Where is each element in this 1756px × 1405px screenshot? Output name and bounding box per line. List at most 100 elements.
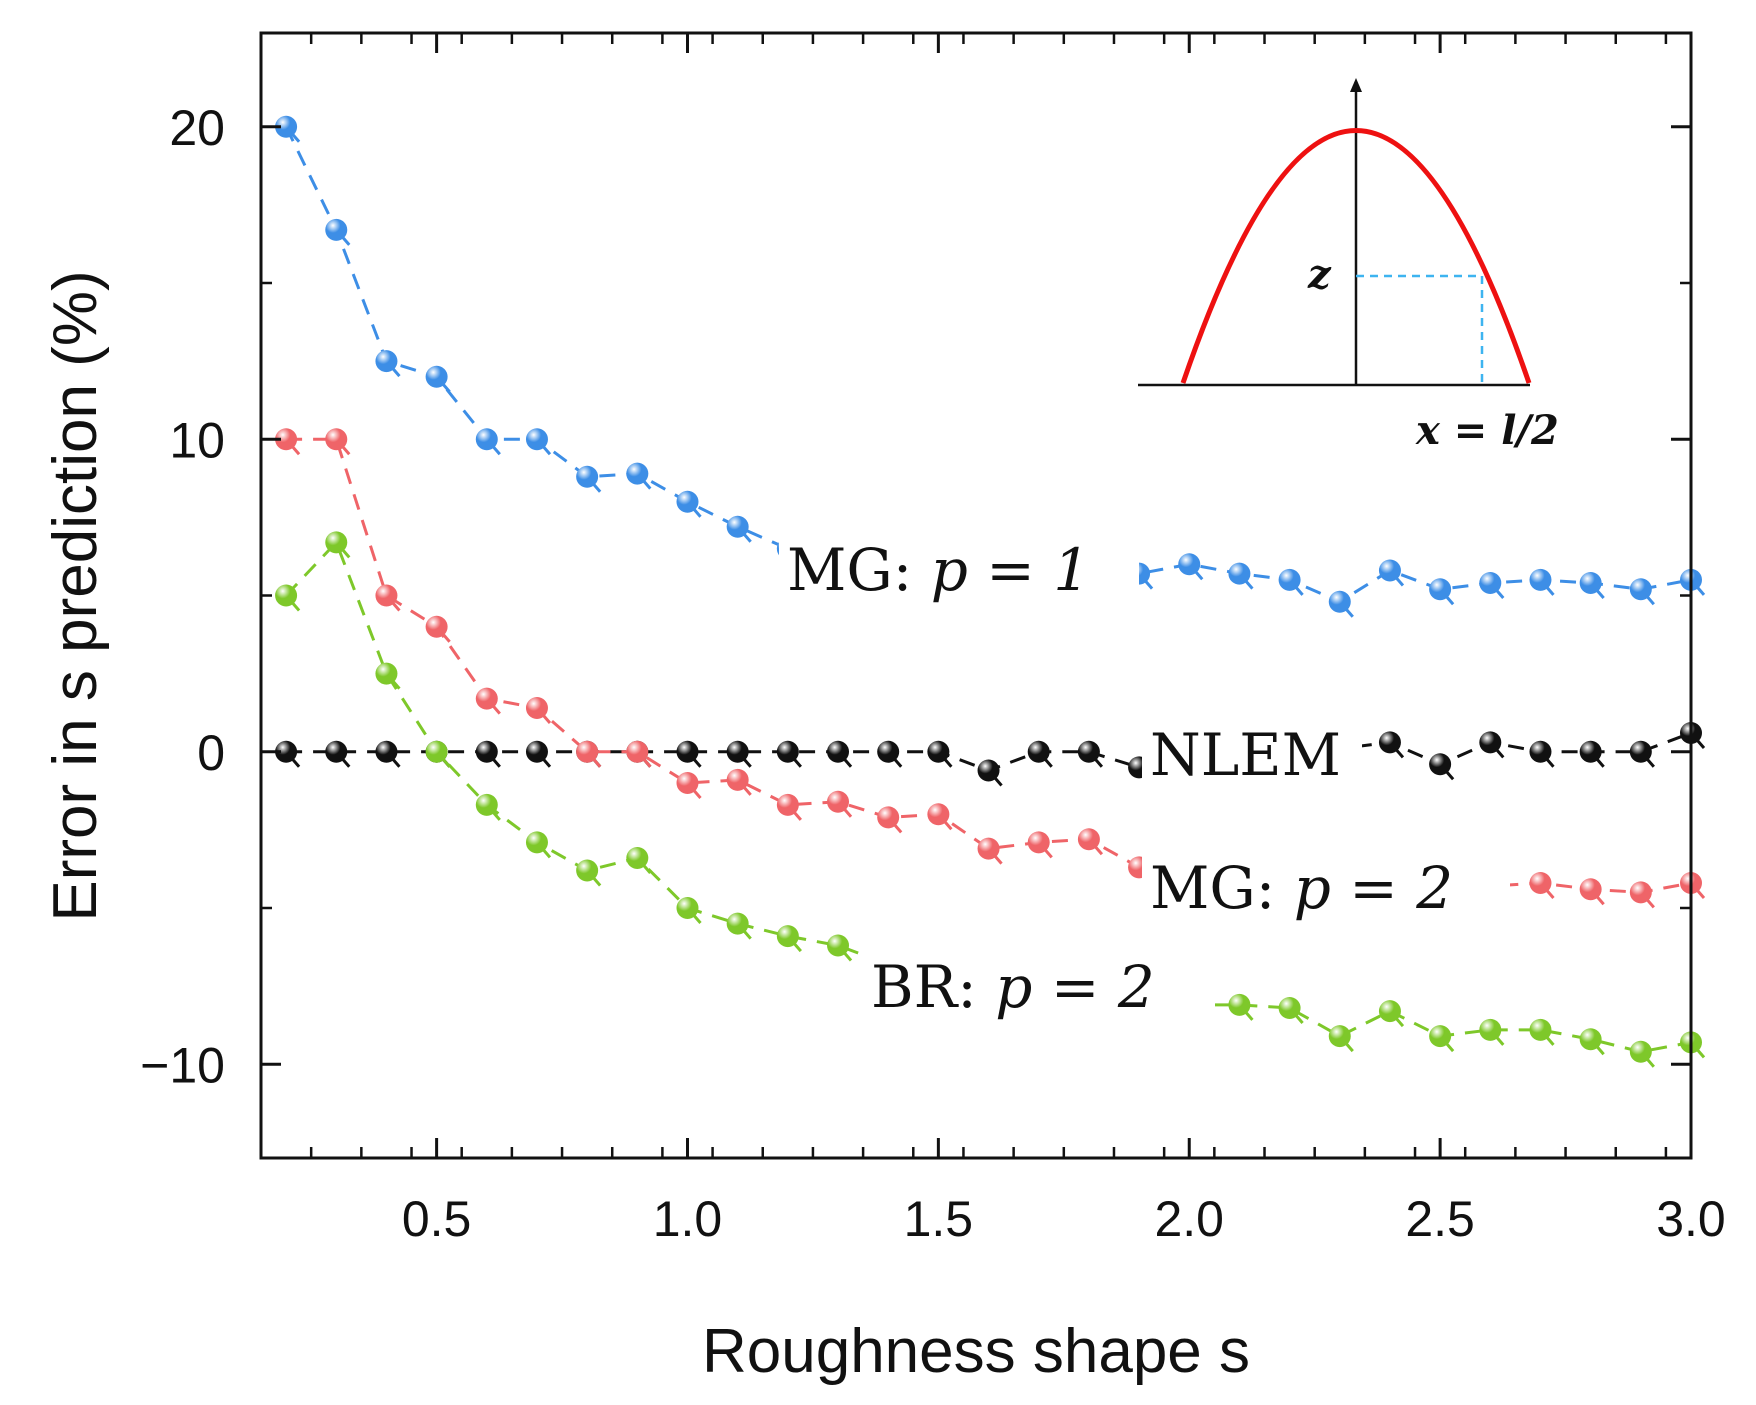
data-point — [1529, 1018, 1552, 1041]
data-point — [475, 687, 498, 710]
data-point — [425, 740, 448, 763]
data-point — [726, 768, 749, 791]
data-point — [977, 759, 1000, 782]
y-tick-label: −10 — [140, 1037, 225, 1093]
data-point — [275, 584, 298, 607]
data-point — [1579, 740, 1602, 763]
data-point — [325, 531, 348, 554]
series-nlem — [275, 722, 1706, 787]
data-point — [275, 115, 298, 138]
data-point — [525, 831, 548, 854]
y-tick-label: 20 — [169, 100, 225, 156]
series-label-text: MG: — [1150, 854, 1294, 922]
series-label-br-p-2: BR: p = 2 — [871, 953, 1155, 1021]
series-mg-p-2 — [275, 428, 1706, 909]
data-point — [375, 662, 398, 685]
data-point — [1579, 1028, 1602, 1051]
data-point — [827, 790, 850, 813]
data-point — [827, 934, 850, 957]
series-label-text: NLEM — [1150, 721, 1341, 789]
series-label-nlem: NLEM — [1150, 721, 1341, 789]
series-label-bg — [863, 949, 1215, 1021]
series-label-bg — [1142, 717, 1362, 789]
data-point — [676, 490, 699, 513]
data-point — [1278, 568, 1301, 591]
axes-layer: 0.5 1.0 1.5 2.0 2.5 3.0 −10 0 10 20 — [140, 33, 1726, 1247]
series-label-text: MG: — [787, 536, 931, 604]
x-axis-title: Roughness shape s — [702, 1317, 1250, 1386]
series-label-mg-p-2: MG: p = 2 — [1150, 854, 1453, 922]
series-line — [284, 126, 1692, 604]
x-tick-label: 0.5 — [402, 1191, 472, 1247]
data-point — [626, 462, 649, 485]
data-point — [1429, 753, 1452, 776]
data-point — [275, 740, 298, 763]
inset-profile-curve — [1180, 128, 1532, 384]
data-point — [1579, 878, 1602, 901]
data-point — [1378, 559, 1401, 582]
x-tick-label: 1.5 — [904, 1191, 974, 1247]
data-point — [275, 428, 298, 451]
data-point — [525, 428, 548, 451]
x-tick-label: 1.0 — [653, 1191, 723, 1247]
data-point — [626, 847, 649, 869]
data-point — [525, 697, 548, 719]
series-label-math: p = 2 — [995, 953, 1155, 1021]
data-point — [726, 740, 749, 763]
data-point — [475, 428, 498, 451]
data-point — [977, 837, 1000, 860]
data-point — [375, 584, 398, 607]
data-point — [475, 793, 498, 816]
series-label-bg — [779, 532, 1139, 604]
data-point — [1378, 1000, 1401, 1023]
y-axis-title: Error in s prediction (%) — [41, 270, 110, 921]
data-point — [325, 740, 348, 763]
data-point — [375, 740, 398, 763]
series-line — [286, 437, 1692, 894]
data-point — [827, 740, 850, 763]
data-point — [475, 740, 498, 763]
data-point — [1228, 562, 1251, 585]
data-point — [375, 350, 398, 373]
series-label-mg-p-1: MG: p = 1 — [787, 536, 1090, 604]
data-point — [1429, 1025, 1452, 1048]
data-point — [776, 925, 799, 948]
data-point — [626, 740, 649, 763]
x-tick-label: 2.5 — [1405, 1191, 1475, 1247]
data-point — [325, 218, 348, 241]
data-point — [1278, 997, 1301, 1019]
inset-z-label: z — [1307, 251, 1332, 298]
data-point — [877, 740, 900, 763]
data-point — [676, 740, 699, 763]
data-point — [927, 803, 950, 826]
y-tick-label: 0 — [197, 725, 225, 781]
data-point — [325, 428, 348, 451]
data-point — [1077, 740, 1100, 763]
inset-axis-arrow — [1350, 78, 1362, 92]
data-point — [676, 897, 699, 919]
inset-x-label: x = l/2 — [1415, 407, 1559, 454]
data-point — [1429, 578, 1452, 601]
data-point — [1378, 731, 1401, 754]
data-point — [726, 912, 749, 935]
data-point — [1027, 831, 1050, 854]
series-label-math: p = 1 — [931, 536, 1091, 604]
data-point — [776, 793, 799, 816]
x-tick-label: 2.0 — [1154, 1191, 1224, 1247]
data-point — [1629, 881, 1652, 904]
data-point — [1529, 872, 1552, 894]
data-point — [776, 740, 799, 763]
data-point — [1529, 740, 1552, 763]
data-point — [1328, 590, 1351, 613]
data-point — [425, 365, 448, 388]
data-point — [1629, 1040, 1652, 1063]
data-point — [576, 859, 599, 882]
data-point — [1479, 572, 1502, 594]
series-label-text: BR: — [871, 953, 995, 1021]
data-point — [1178, 553, 1201, 576]
data-point — [1579, 572, 1602, 594]
data-point — [1328, 1025, 1351, 1048]
y-tick-label: 10 — [169, 412, 225, 468]
